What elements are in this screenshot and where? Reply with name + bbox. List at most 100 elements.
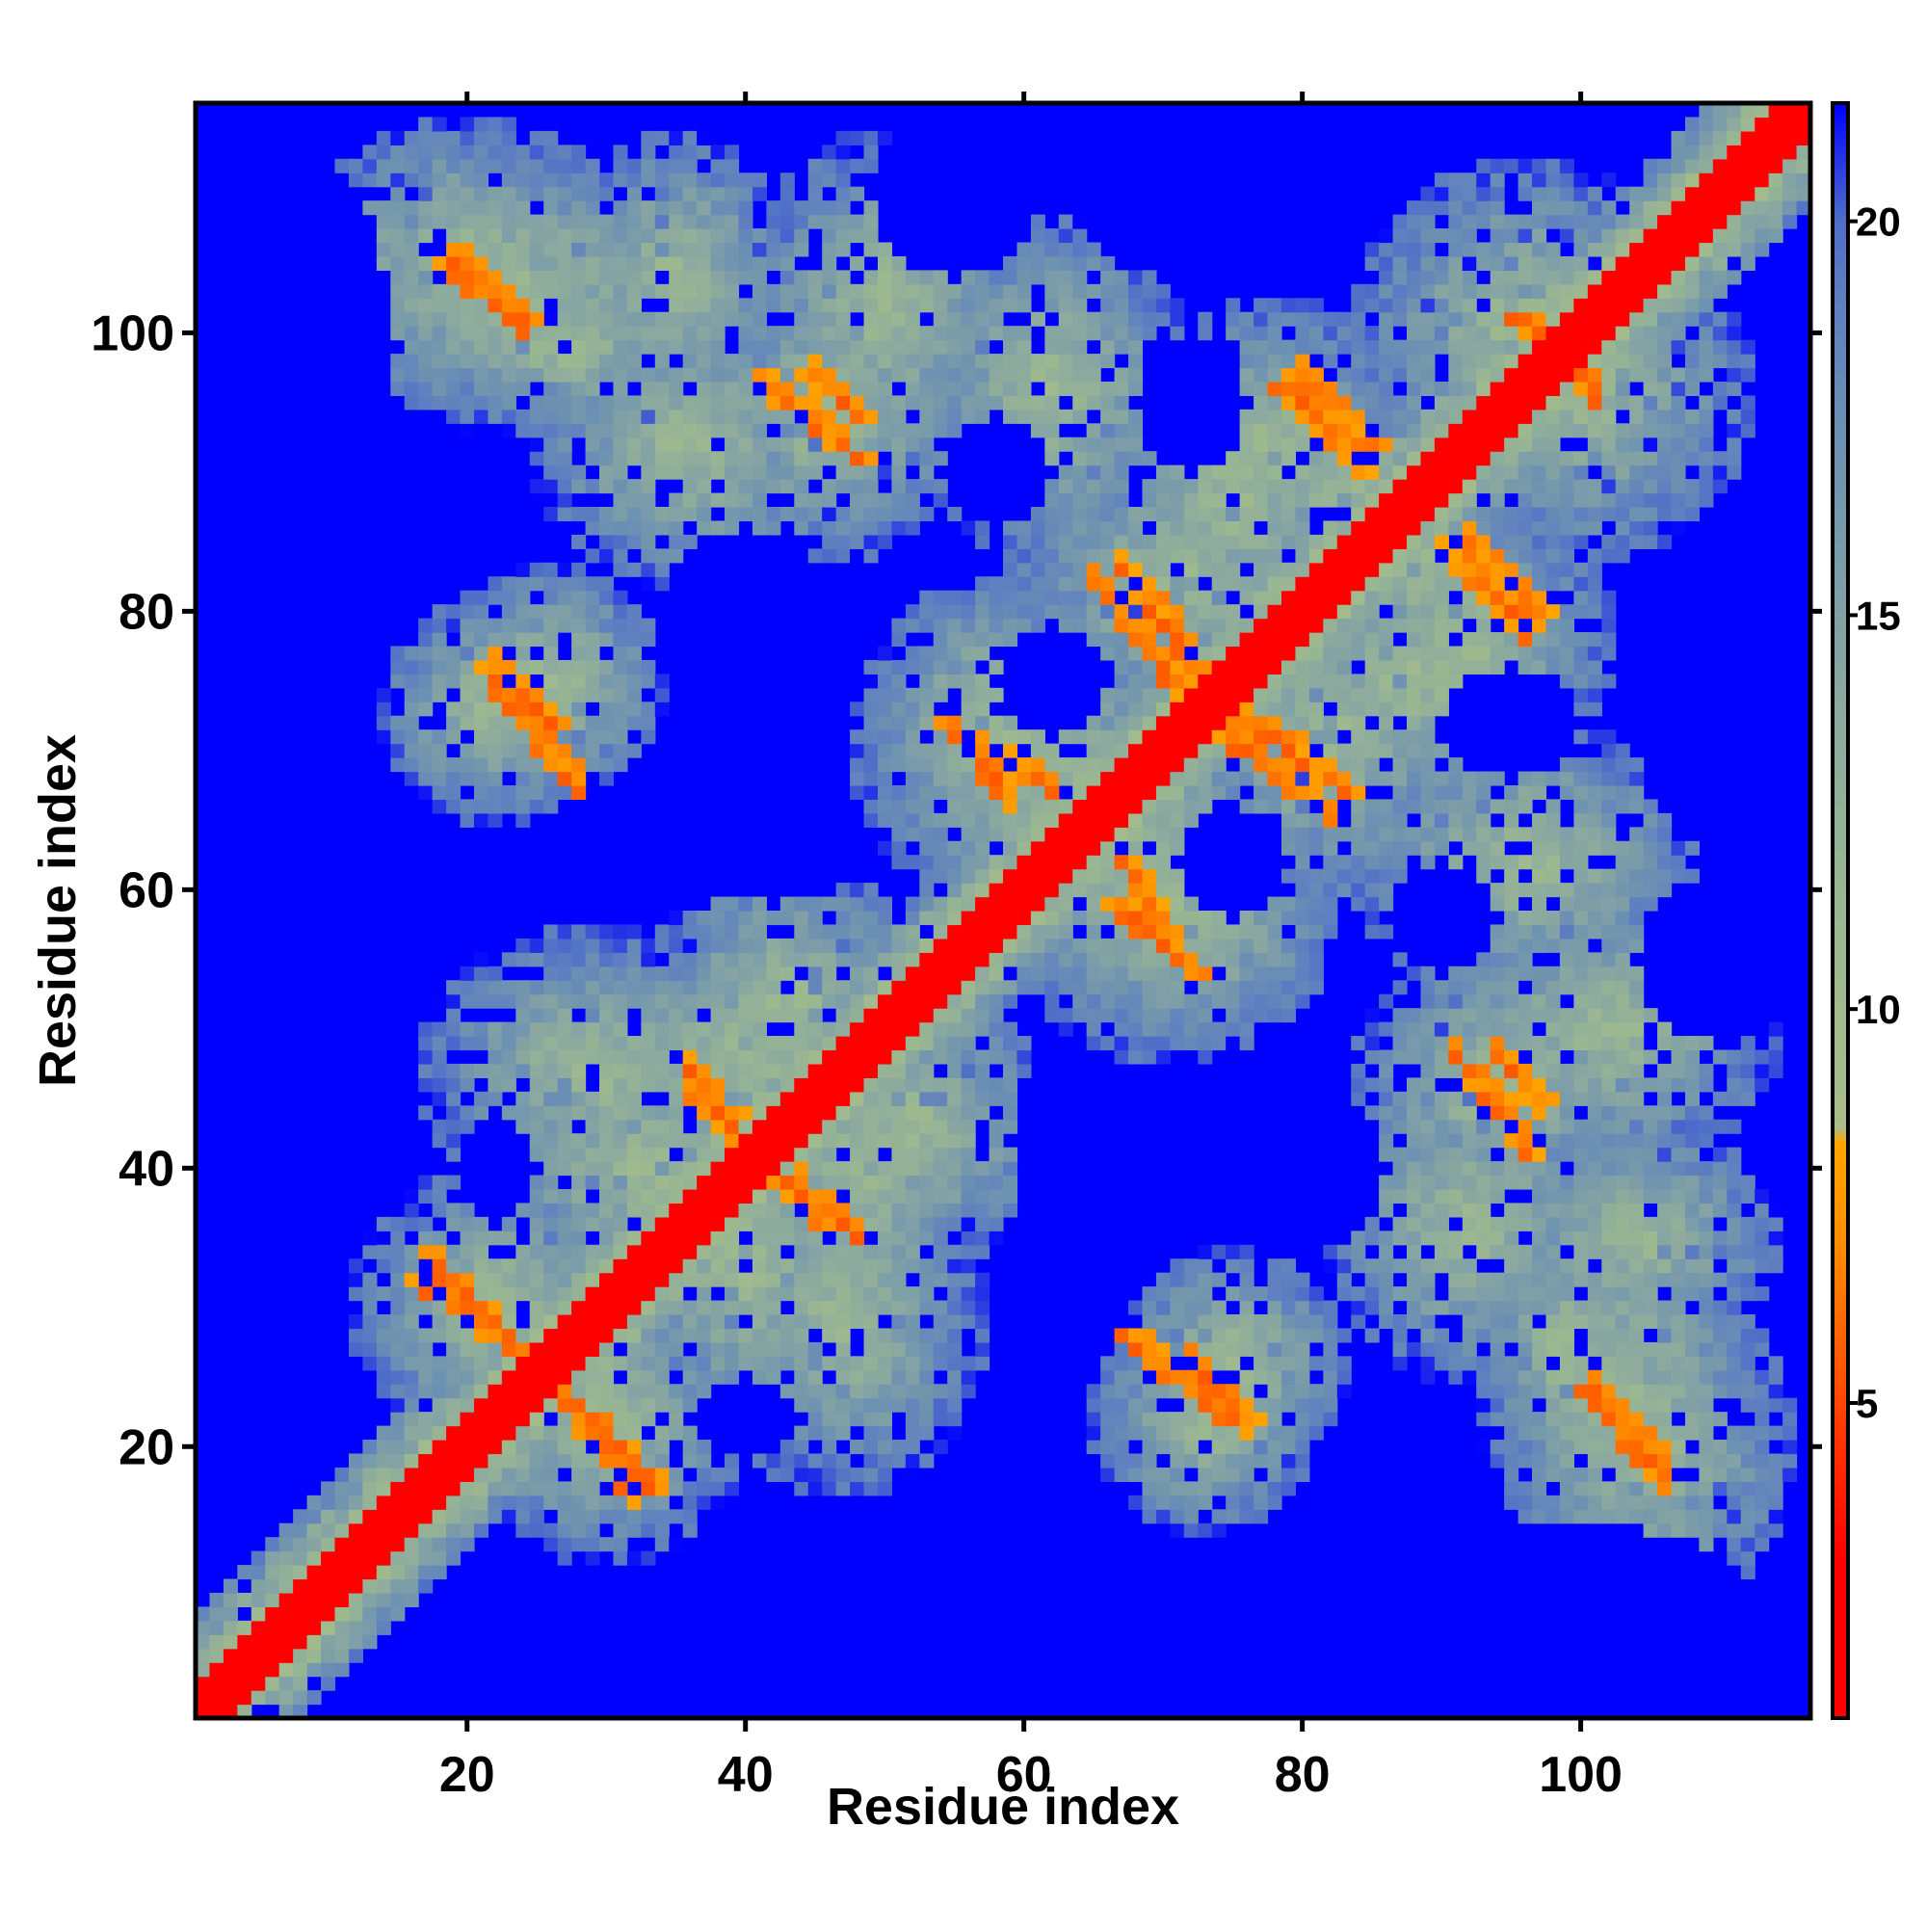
heatmap-cell (891, 966, 907, 981)
heatmap-cell (529, 1522, 544, 1538)
heatmap-cell (1016, 980, 1032, 995)
heatmap-cell (613, 437, 628, 452)
heatmap-cell (794, 395, 809, 410)
heatmap-cell (446, 158, 462, 173)
heatmap-cell (515, 701, 531, 717)
heatmap-cell (933, 896, 948, 912)
heatmap-cell (348, 1509, 363, 1524)
heatmap-cell (543, 1231, 559, 1246)
heatmap-cell (1072, 952, 1088, 967)
heatmap-cell (891, 743, 907, 758)
heatmap-cell (779, 1216, 795, 1231)
heatmap-cell (1336, 492, 1352, 508)
heatmap-cell (626, 1425, 642, 1441)
heatmap-cell (543, 1314, 559, 1330)
heatmap-cell (1114, 534, 1129, 549)
heatmap-cell (641, 1440, 656, 1455)
heatmap-cell (1323, 659, 1338, 675)
heatmap-cell (613, 674, 628, 689)
heatmap-cell (779, 200, 795, 216)
heatmap-cell (473, 590, 489, 605)
heatmap-cell (1295, 1369, 1310, 1385)
heatmap-cell (877, 911, 893, 926)
heatmap-cell (1239, 520, 1254, 536)
heatmap-cell (626, 1341, 642, 1357)
heatmap-cell (362, 1244, 378, 1259)
heatmap-cell (1267, 1300, 1282, 1315)
heatmap-cell (822, 507, 837, 522)
heatmap-cell (501, 1036, 516, 1051)
heatmap-cell (1392, 423, 1408, 438)
heatmap-cell (725, 1147, 740, 1162)
heatmap-cell (1323, 827, 1338, 842)
heatmap-cell (807, 1341, 823, 1357)
heatmap-cell (1295, 993, 1310, 1009)
heatmap-cell (975, 326, 990, 341)
heatmap-cell (501, 1356, 516, 1371)
heatmap-cell (473, 1522, 489, 1538)
heatmap-cell (654, 326, 670, 341)
heatmap-cell (697, 437, 712, 452)
heatmap-cell (710, 1021, 726, 1037)
heatmap-cell (989, 1175, 1004, 1190)
heatmap-cell (975, 1091, 990, 1106)
heatmap-cell (1379, 367, 1394, 383)
heatmap-cell (626, 172, 642, 188)
heatmap-cell (1226, 729, 1241, 745)
heatmap-cell (877, 409, 893, 424)
heatmap-cell (835, 883, 851, 898)
heatmap-cell (1044, 924, 1060, 940)
heatmap-cell (1336, 339, 1352, 355)
heatmap-cell (1336, 562, 1352, 577)
heatmap-cell (1183, 562, 1199, 577)
heatmap-cell (501, 980, 516, 995)
heatmap-cell (669, 911, 684, 926)
heatmap-cell (850, 701, 865, 717)
heatmap-cell (1100, 993, 1116, 1009)
heatmap-cell (905, 701, 920, 717)
heatmap-cell (807, 1133, 823, 1149)
heatmap-cell (989, 1036, 1004, 1051)
heatmap-cell (1100, 437, 1116, 452)
heatmap-cell (209, 1690, 224, 1706)
heatmap-cell (1267, 437, 1282, 452)
heatmap-cell (835, 911, 851, 926)
heatmap-cell (975, 993, 990, 1009)
heatmap-cell (1100, 520, 1116, 536)
heatmap-cell (919, 1328, 935, 1343)
heatmap-cell (432, 993, 447, 1009)
heatmap-cell (835, 1021, 851, 1037)
heatmap-cell (223, 1578, 238, 1594)
heatmap-cell (1030, 868, 1045, 884)
heatmap-cell (599, 1161, 615, 1177)
heatmap-cell (1170, 1008, 1185, 1023)
heatmap-cell (473, 395, 489, 410)
heatmap-cell (1114, 1021, 1129, 1037)
heatmap-cell (1336, 1272, 1352, 1287)
heatmap-cell (1351, 381, 1366, 397)
heatmap-cell (877, 437, 893, 452)
heatmap-cell (933, 1188, 948, 1204)
heatmap-cell (682, 1384, 698, 1399)
heatmap-cell (933, 604, 948, 620)
heatmap-cell (543, 980, 559, 995)
heatmap-cell (446, 354, 462, 369)
heatmap-cell (529, 604, 544, 620)
heatmap-cell (418, 1509, 434, 1524)
heatmap-cell (891, 938, 907, 953)
heatmap-cell (1420, 1175, 1436, 1190)
heatmap-cell (794, 437, 809, 452)
heatmap-cell (641, 172, 656, 188)
heatmap-cell (543, 576, 559, 592)
heatmap-cell (418, 1286, 434, 1302)
heatmap-cell (501, 1231, 516, 1246)
heatmap-cell (947, 339, 963, 355)
heatmap-cell (989, 784, 1004, 801)
heatmap-cell (1392, 701, 1408, 717)
heatmap-cell (1226, 1467, 1241, 1482)
heatmap-cell (710, 158, 726, 173)
heatmap-cell (1142, 326, 1157, 341)
heatmap-cell (571, 743, 587, 758)
heatmap-cell (571, 1522, 587, 1538)
heatmap-cell (822, 1286, 837, 1302)
